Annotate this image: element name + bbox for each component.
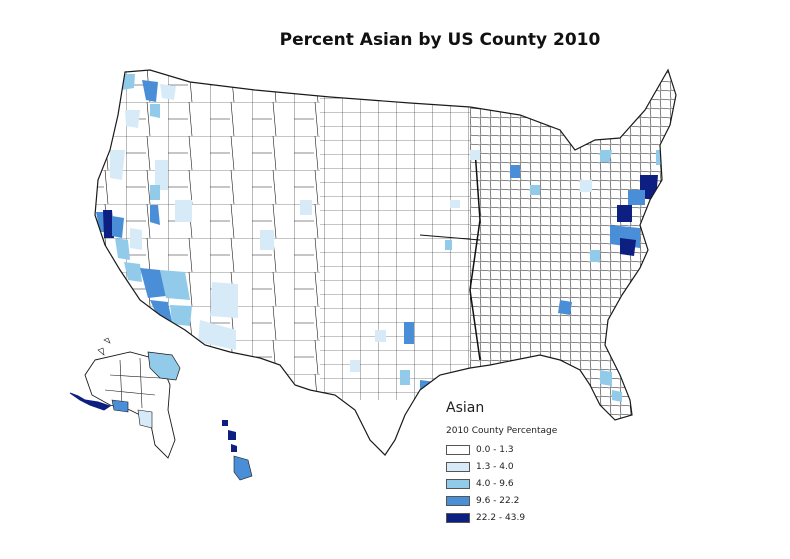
legend-label: 0.0 - 1.3 xyxy=(476,444,514,455)
legend-label: 4.0 - 9.6 xyxy=(476,478,514,489)
alaska xyxy=(69,337,181,459)
legend-row: 4.0 - 9.6 xyxy=(446,475,557,492)
legend-subheading: 2010 County Percentage xyxy=(446,426,558,436)
map-legend: Asian 2010 County Percentage 0.0 - 1.3 1… xyxy=(446,400,557,526)
legend-label: 1.3 - 4.0 xyxy=(476,461,514,472)
legend-swatch xyxy=(446,495,470,506)
map-title: Percent Asian by US County 2010 xyxy=(279,30,601,50)
legend-swatch xyxy=(446,478,470,489)
legend-heading: Asian xyxy=(446,400,485,416)
hawaii xyxy=(222,420,253,481)
legend-row: 9.6 - 22.2 xyxy=(446,492,557,509)
legend-row: 0.0 - 1.3 xyxy=(446,441,557,458)
county-grid-mid xyxy=(320,70,470,400)
legend-swatch xyxy=(446,444,470,455)
legend-row: 1.3 - 4.0 xyxy=(446,458,557,475)
county-grid-west xyxy=(95,70,320,400)
legend-row: 22.2 - 43.9 xyxy=(446,509,557,526)
legend-swatch xyxy=(446,461,470,472)
contiguous-us xyxy=(94,69,677,456)
legend-swatch xyxy=(446,512,470,523)
shaded-counties xyxy=(96,74,668,402)
legend-label: 9.6 - 22.2 xyxy=(476,495,520,506)
legend-label: 22.2 - 43.9 xyxy=(476,512,526,523)
